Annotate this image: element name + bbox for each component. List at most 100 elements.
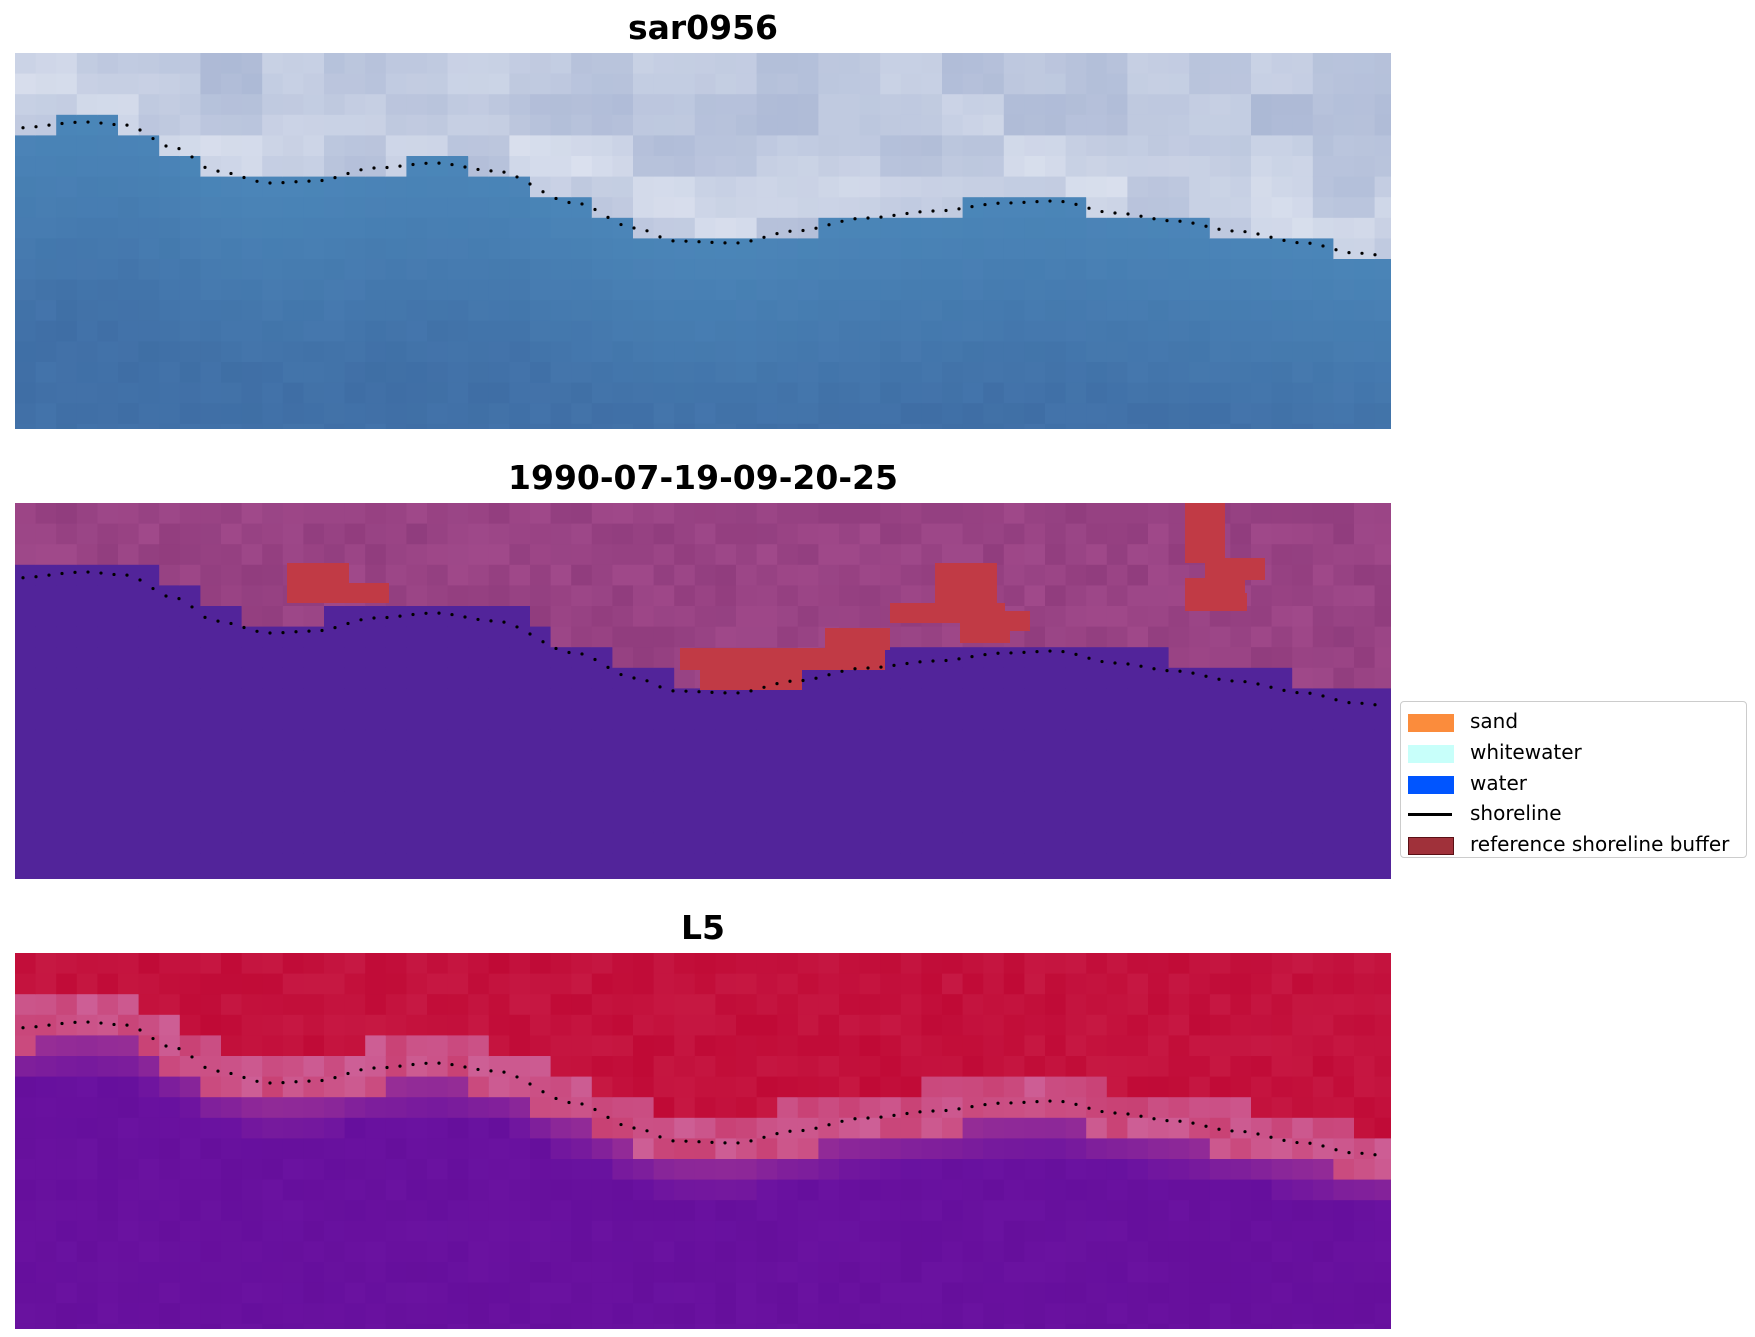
shoreline-point [1282, 238, 1286, 243]
shoreline-point [528, 182, 532, 186]
shoreline-point [1282, 1138, 1286, 1143]
shoreline-point [905, 211, 909, 216]
shoreline-point [47, 1023, 51, 1027]
shoreline-point [1048, 649, 1052, 653]
shoreline-point [1269, 235, 1273, 239]
shoreline-point [892, 663, 896, 667]
shoreline-point [346, 171, 350, 176]
whitewater-swatch [1408, 745, 1454, 763]
index-image [15, 953, 1391, 1329]
shoreline-point [216, 1069, 220, 1073]
shoreline-point [567, 1100, 571, 1105]
shoreline-point [1373, 1153, 1377, 1157]
shoreline-point [1087, 206, 1091, 210]
shoreline-point [60, 571, 64, 576]
shoreline-point [125, 123, 129, 127]
shoreline-point [190, 1055, 194, 1059]
shoreline-point [1035, 649, 1039, 654]
shoreline-point [229, 171, 233, 176]
shoreline-point [853, 667, 857, 671]
shoreline-point [775, 1131, 779, 1136]
shoreline-point [281, 1080, 285, 1085]
shoreline-point [762, 685, 766, 689]
shoreline-point [47, 573, 51, 577]
shoreline-point [1334, 1148, 1338, 1152]
shoreline-point [1139, 214, 1143, 218]
shoreline-point [385, 1065, 389, 1070]
shoreline-point [1321, 1144, 1325, 1148]
shoreline-line-swatch [1408, 813, 1452, 816]
shoreline-point [749, 689, 753, 693]
shoreline-point [1191, 221, 1195, 225]
shoreline-point [1217, 677, 1221, 681]
buffer-patch [700, 668, 802, 690]
shoreline-point [177, 147, 181, 151]
legend-label-shoreline: shoreline [1470, 801, 1562, 825]
panel-title-1: sar0956 [627, 8, 779, 47]
shoreline-point [1165, 1119, 1169, 1123]
shoreline-point [268, 1081, 272, 1085]
shoreline-point [242, 625, 246, 630]
shoreline-point [372, 166, 376, 170]
shoreline-point [320, 1078, 324, 1083]
shoreline-point [21, 1026, 25, 1030]
shoreline-point [1334, 698, 1338, 702]
shoreline-point [749, 239, 753, 243]
shoreline-point [1074, 652, 1078, 656]
shoreline-point [1217, 227, 1221, 231]
shoreline-point [333, 1076, 337, 1080]
shoreline-point [359, 168, 363, 172]
shoreline-point [437, 611, 441, 615]
shoreline-point [892, 1113, 896, 1117]
buffer-patch [935, 563, 997, 605]
shoreline-point [1139, 664, 1143, 668]
shoreline-point [606, 215, 610, 219]
shoreline-point [216, 619, 220, 623]
shoreline-point [671, 239, 675, 243]
shoreline-point [151, 136, 155, 141]
shoreline-point [47, 123, 51, 127]
shoreline-point [996, 651, 1000, 655]
shoreline-point [905, 1111, 909, 1116]
shoreline-point [307, 1079, 311, 1083]
buffer-patch [287, 563, 349, 583]
shoreline-point [840, 669, 844, 673]
shoreline-point [593, 207, 597, 212]
shoreline-point [931, 659, 935, 663]
sand-swatch [1408, 714, 1454, 732]
shoreline-point [1061, 649, 1065, 654]
buffer-patch [1185, 503, 1225, 543]
shoreline-point [1113, 211, 1117, 215]
shoreline-point [788, 679, 792, 683]
shoreline-point [229, 621, 233, 626]
shoreline-point [1061, 199, 1065, 204]
sar-image-panel [15, 53, 1391, 429]
shoreline-point [424, 161, 428, 165]
shoreline-point [1165, 219, 1169, 223]
shoreline-point [684, 689, 688, 693]
shoreline-point [424, 1061, 428, 1065]
shoreline-point [203, 165, 207, 170]
shoreline-point [1230, 1129, 1234, 1133]
shoreline-point [658, 1135, 662, 1139]
panel-title-3: L5 [681, 908, 725, 947]
shoreline-point [164, 1044, 168, 1048]
shoreline-point [736, 1141, 740, 1145]
shoreline-point [1126, 662, 1130, 666]
shoreline-point [1022, 1100, 1026, 1104]
shoreline-point [996, 201, 1000, 205]
shoreline-point [177, 597, 181, 601]
reference-buffer-swatch [1408, 837, 1454, 855]
shoreline-point [164, 144, 168, 148]
shoreline-point [411, 1062, 415, 1067]
shoreline-point [1204, 1124, 1208, 1128]
shoreline-point [1113, 1111, 1117, 1115]
shoreline-point [671, 1139, 675, 1143]
shoreline-point [957, 657, 961, 661]
shoreline-point [554, 196, 558, 201]
shoreline-point [1360, 701, 1364, 705]
shoreline-point [1022, 200, 1026, 204]
shoreline-point [1308, 241, 1312, 245]
shoreline-point [99, 1021, 103, 1025]
shoreline-point [73, 570, 77, 574]
